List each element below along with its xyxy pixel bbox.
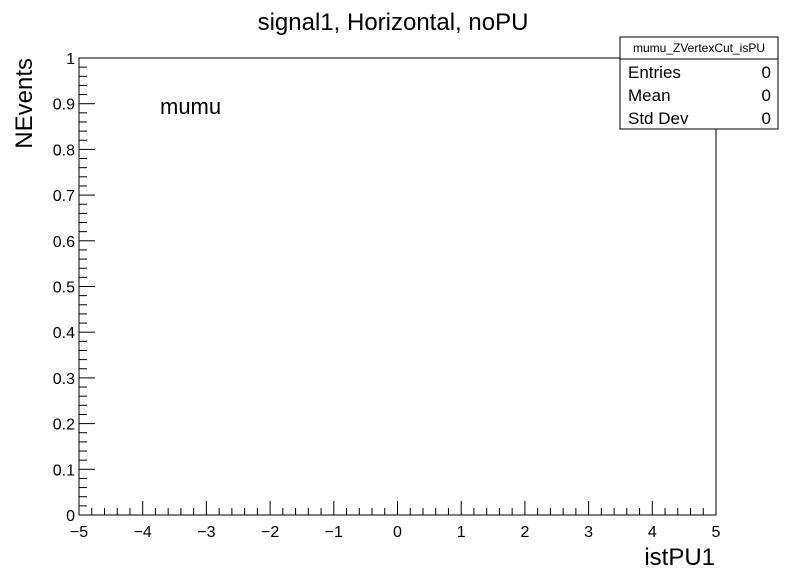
y-tick-label: 0.7: [53, 188, 75, 205]
y-tick-label: 0.8: [53, 142, 75, 159]
y-tick-label: 0.3: [53, 371, 75, 388]
x-tick-label: 0: [393, 524, 402, 541]
chart-title: signal1, Horizontal, noPU: [258, 9, 529, 36]
y-tick-label: 0.6: [53, 234, 75, 251]
x-tick-label: 3: [584, 524, 593, 541]
y-axis-label: NEvents: [11, 58, 38, 149]
y-tick-label: 0.5: [53, 280, 75, 297]
y-tick-label: 0.4: [53, 325, 75, 342]
stats-box-title: mumu_ZVertexCut_isPU: [633, 41, 765, 55]
x-tick-label: 5: [712, 524, 721, 541]
x-axis: −5 −4 −3 −2 −1 0 1 2 3 4 5: [70, 501, 721, 541]
y-tick-label: 0.1: [53, 462, 75, 479]
stats-box-frame: [619, 36, 779, 130]
x-tick-label: −4: [134, 524, 152, 541]
stats-box: mumu_ZVertexCut_isPU Entries 0 Mean 0 St…: [619, 36, 779, 130]
y-tick-label: 1: [66, 51, 75, 68]
y-tick-label: 0.9: [53, 97, 75, 114]
x-tick-label: 1: [457, 524, 466, 541]
x-tick-label: 2: [520, 524, 529, 541]
y-axis: 0 0.1 0.2 0.3 0.4 0.5 0.6 0.7 0.8 0.9 1: [53, 51, 95, 525]
x-tick-label: 4: [648, 524, 657, 541]
stats-mean-value: 0: [762, 86, 771, 105]
annotation-label: mumu: [160, 94, 221, 119]
stats-entries-value: 0: [762, 63, 771, 82]
x-tick-label: −5: [70, 524, 88, 541]
y-tick-label: 0: [66, 508, 75, 525]
y-tick-label: 0.2: [53, 417, 75, 434]
x-axis-label: istPU1: [644, 544, 715, 571]
stats-entries-label: Entries: [628, 63, 681, 82]
stats-mean-label: Mean: [628, 86, 671, 105]
x-tick-label: −3: [197, 524, 215, 541]
stats-stddev-label: Std Dev: [628, 109, 689, 128]
x-tick-label: −1: [325, 524, 343, 541]
stats-stddev-value: 0: [762, 109, 771, 128]
x-tick-label: −2: [261, 524, 279, 541]
